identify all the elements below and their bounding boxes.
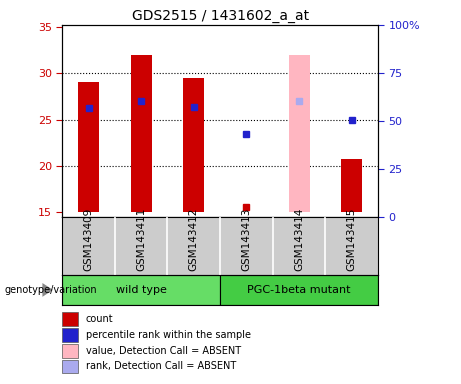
Bar [62,328,78,342]
Title: GDS2515 / 1431602_a_at: GDS2515 / 1431602_a_at [131,8,309,23]
Bar [289,55,310,212]
Bar [341,159,362,212]
Bar [78,83,99,212]
Text: GSM143415: GSM143415 [347,208,357,271]
Text: genotype/variation: genotype/variation [5,285,97,295]
Bar [62,275,220,305]
Text: GSM143414: GSM143414 [294,208,304,271]
Text: GSM143412: GSM143412 [189,208,199,271]
Bar [183,78,204,212]
Text: percentile rank within the sample: percentile rank within the sample [86,330,251,340]
Text: value, Detection Call = ABSENT: value, Detection Call = ABSENT [86,346,241,356]
Bar [220,275,378,305]
Text: rank, Detection Call = ABSENT: rank, Detection Call = ABSENT [86,361,236,371]
Bar [62,359,78,374]
Text: GSM143409: GSM143409 [83,208,94,271]
Text: count: count [86,314,113,324]
Bar [62,344,78,358]
Text: wild type: wild type [116,285,166,295]
Bar [62,312,78,326]
Text: GSM143411: GSM143411 [136,208,146,271]
Bar [130,55,152,212]
Text: PGC-1beta mutant: PGC-1beta mutant [247,285,351,295]
Text: GSM143413: GSM143413 [242,208,251,271]
Polygon shape [42,283,53,297]
